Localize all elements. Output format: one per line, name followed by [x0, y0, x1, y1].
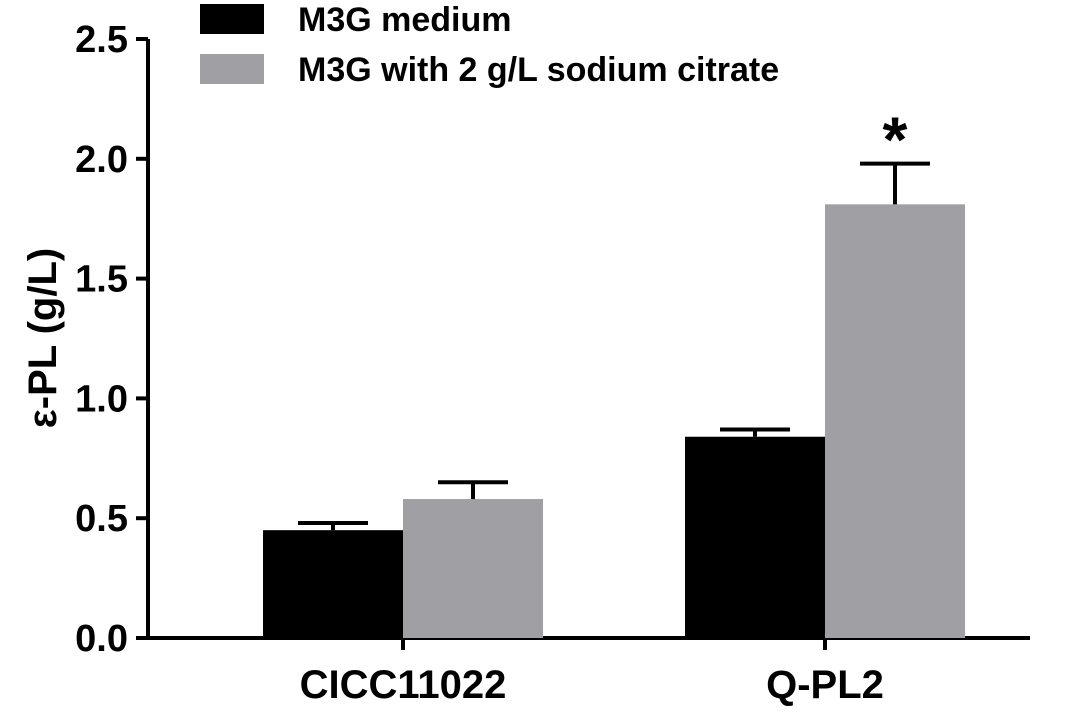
legend-swatch [200, 4, 264, 34]
y-tick-label: 2.0 [75, 139, 128, 181]
axes: 0.0 0.5 1.0 1.5 2.0 2.5 CICC11022 Q-PL2 [75, 19, 1030, 707]
legend: M3G medium M3G with 2 g/L sodium citrate [200, 1, 779, 89]
bar [825, 204, 965, 638]
bar [403, 499, 543, 638]
y-axis-label: ε-PL (g/L) [21, 248, 65, 428]
y-tick-label: 2.5 [75, 19, 128, 61]
bar [263, 530, 403, 638]
significance-mark: * [883, 104, 908, 176]
y-tick-label: 1.0 [75, 378, 128, 420]
legend-swatch [200, 54, 264, 84]
bars: * [263, 104, 965, 638]
x-tick-label: CICC11022 [300, 663, 507, 707]
y-tick-label: 0.0 [75, 618, 128, 660]
x-tick-label: Q-PL2 [766, 663, 884, 707]
y-tick-label: 1.5 [75, 259, 128, 301]
bar [685, 436, 825, 638]
legend-label: M3G with 2 g/L sodium citrate [298, 51, 779, 89]
legend-label: M3G medium [298, 1, 511, 39]
y-tick-label: 0.5 [75, 498, 128, 540]
